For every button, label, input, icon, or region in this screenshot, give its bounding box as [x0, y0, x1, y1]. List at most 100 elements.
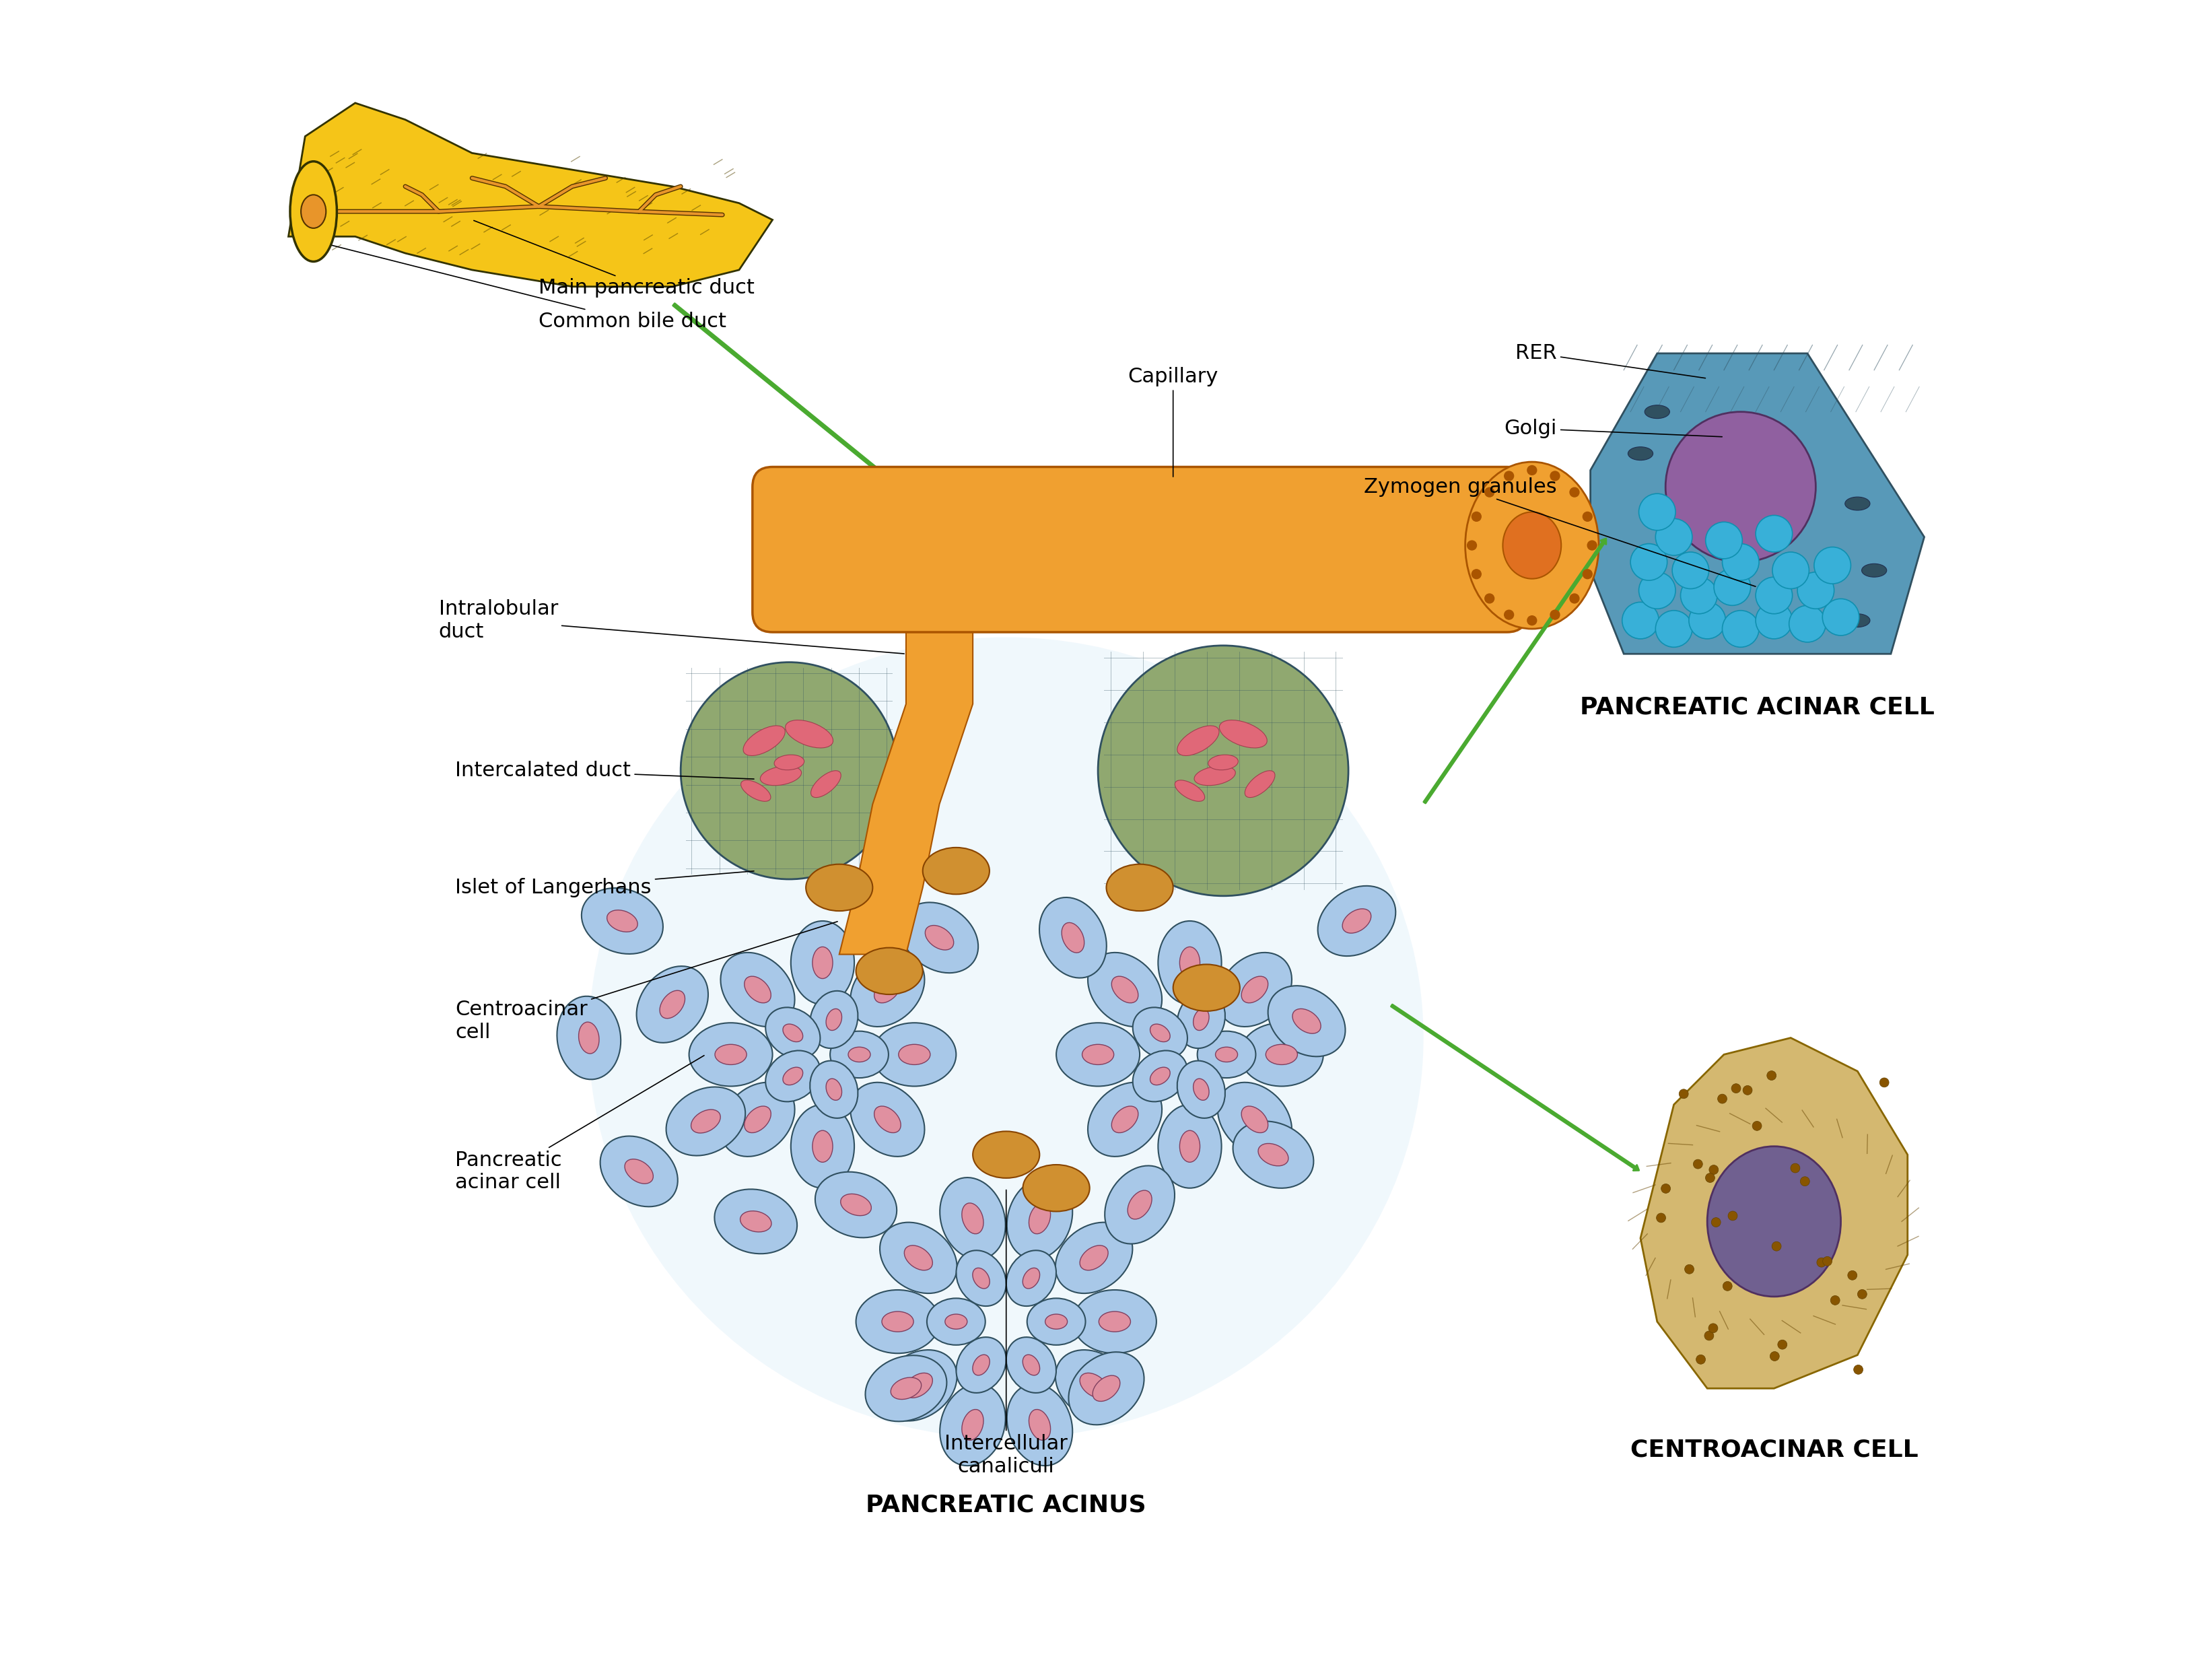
Circle shape: [1790, 1164, 1798, 1172]
Ellipse shape: [1239, 1023, 1323, 1087]
Ellipse shape: [1006, 1178, 1073, 1260]
Circle shape: [1692, 1159, 1701, 1169]
Ellipse shape: [1055, 1350, 1133, 1420]
Circle shape: [1816, 1258, 1825, 1266]
Ellipse shape: [1055, 1223, 1133, 1293]
Circle shape: [1723, 1281, 1732, 1291]
Ellipse shape: [940, 1384, 1004, 1466]
Circle shape: [1714, 570, 1750, 605]
Ellipse shape: [1099, 1312, 1130, 1332]
Ellipse shape: [743, 977, 770, 1003]
Ellipse shape: [688, 1023, 772, 1087]
Polygon shape: [288, 102, 772, 286]
Text: Zymogen granules: Zymogen granules: [1363, 477, 1754, 586]
Ellipse shape: [743, 1106, 770, 1132]
Ellipse shape: [666, 1087, 745, 1156]
Ellipse shape: [783, 1067, 803, 1085]
Ellipse shape: [810, 770, 841, 797]
Ellipse shape: [1055, 1023, 1139, 1087]
Circle shape: [1621, 601, 1659, 638]
Circle shape: [1703, 1332, 1714, 1340]
Ellipse shape: [1860, 564, 1887, 578]
Ellipse shape: [1029, 1409, 1051, 1440]
Circle shape: [1639, 494, 1674, 531]
Ellipse shape: [1192, 1079, 1208, 1100]
Circle shape: [1705, 523, 1741, 559]
Ellipse shape: [1133, 1050, 1188, 1102]
Ellipse shape: [847, 1047, 869, 1062]
Circle shape: [1484, 595, 1493, 603]
Ellipse shape: [1232, 1121, 1314, 1188]
Ellipse shape: [1110, 977, 1137, 1003]
Circle shape: [1728, 1211, 1736, 1221]
Circle shape: [1823, 598, 1858, 635]
Text: PANCREATIC ACINAR CELL: PANCREATIC ACINAR CELL: [1579, 695, 1933, 719]
Ellipse shape: [900, 903, 978, 973]
Ellipse shape: [856, 948, 922, 995]
Circle shape: [1767, 1070, 1776, 1080]
Ellipse shape: [785, 720, 834, 749]
Ellipse shape: [1022, 1268, 1040, 1288]
Ellipse shape: [1073, 1290, 1157, 1353]
Ellipse shape: [783, 1023, 803, 1042]
Text: Intercalated duct: Intercalated duct: [456, 760, 754, 781]
FancyArrowPatch shape: [1391, 1005, 1639, 1171]
Circle shape: [1526, 466, 1535, 476]
Circle shape: [1772, 553, 1809, 588]
Text: Intralobular
duct: Intralobular duct: [438, 600, 905, 653]
Ellipse shape: [1082, 1045, 1113, 1065]
Polygon shape: [1639, 1038, 1907, 1389]
Ellipse shape: [1194, 765, 1234, 786]
Ellipse shape: [1157, 921, 1221, 1005]
Ellipse shape: [1022, 1164, 1088, 1211]
Ellipse shape: [865, 1355, 947, 1422]
Ellipse shape: [1177, 992, 1225, 1049]
Ellipse shape: [1267, 987, 1345, 1057]
Circle shape: [1681, 578, 1717, 613]
Ellipse shape: [1214, 1047, 1237, 1062]
Ellipse shape: [973, 1131, 1040, 1178]
Ellipse shape: [790, 921, 854, 1005]
Ellipse shape: [874, 977, 900, 1003]
Ellipse shape: [1179, 946, 1199, 978]
Ellipse shape: [1088, 953, 1161, 1027]
Circle shape: [1721, 610, 1759, 647]
Ellipse shape: [814, 1172, 896, 1238]
Ellipse shape: [1079, 1246, 1108, 1270]
Ellipse shape: [841, 1194, 872, 1216]
Circle shape: [1467, 541, 1475, 549]
Circle shape: [1878, 1077, 1889, 1087]
Ellipse shape: [1208, 755, 1239, 770]
Ellipse shape: [1093, 1375, 1119, 1402]
Circle shape: [1655, 519, 1692, 556]
Circle shape: [1754, 516, 1792, 553]
Text: Pancreatic
acinar cell: Pancreatic acinar cell: [456, 1055, 703, 1193]
Ellipse shape: [962, 1409, 982, 1440]
Circle shape: [1639, 573, 1674, 608]
Ellipse shape: [774, 755, 803, 770]
Ellipse shape: [714, 1045, 745, 1065]
Ellipse shape: [1044, 1315, 1066, 1328]
Circle shape: [1823, 1256, 1832, 1266]
Ellipse shape: [637, 966, 708, 1044]
Text: Capillary: Capillary: [1128, 367, 1219, 477]
Circle shape: [1655, 610, 1692, 647]
Ellipse shape: [927, 1298, 984, 1345]
Circle shape: [1471, 513, 1480, 521]
Ellipse shape: [588, 636, 1422, 1439]
Ellipse shape: [1040, 898, 1106, 978]
Ellipse shape: [891, 1377, 920, 1399]
Circle shape: [1551, 471, 1559, 481]
Ellipse shape: [962, 1203, 982, 1234]
Ellipse shape: [810, 992, 858, 1049]
Text: Intercellular
canaliculi: Intercellular canaliculi: [945, 1189, 1068, 1476]
Circle shape: [1683, 1265, 1694, 1275]
Ellipse shape: [925, 925, 953, 950]
Ellipse shape: [1265, 1045, 1296, 1065]
Circle shape: [1657, 1213, 1666, 1223]
Ellipse shape: [1217, 1082, 1292, 1156]
Ellipse shape: [721, 953, 794, 1027]
Text: Common bile duct: Common bile duct: [332, 245, 726, 332]
Ellipse shape: [1022, 1355, 1040, 1375]
Circle shape: [1710, 1218, 1721, 1228]
